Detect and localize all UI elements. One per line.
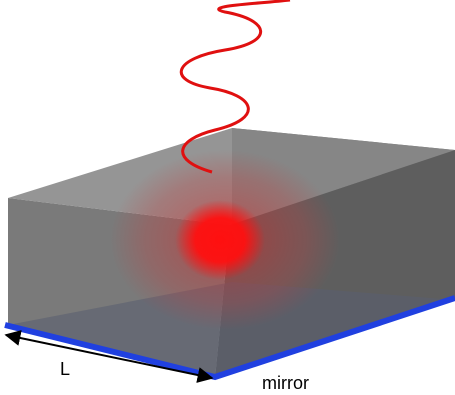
mode-core	[175, 200, 265, 280]
diagram: L mirror	[0, 0, 455, 395]
length-label: L	[60, 359, 70, 379]
mirror-label: mirror	[262, 373, 309, 393]
